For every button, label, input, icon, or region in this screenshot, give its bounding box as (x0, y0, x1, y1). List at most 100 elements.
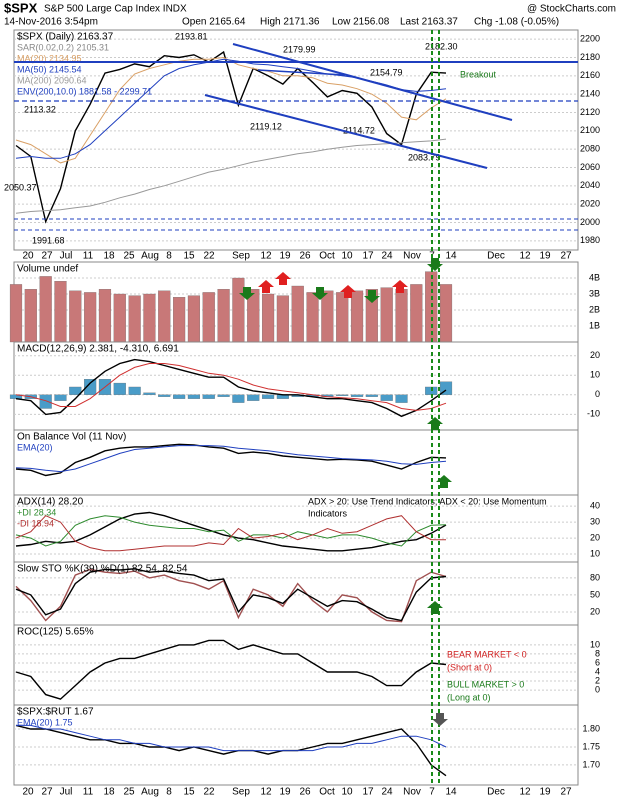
arrow (340, 285, 356, 298)
x-tick-label: 15 (183, 787, 195, 798)
y-tick-label: 10 (590, 639, 600, 649)
annotation: Indicators (308, 508, 348, 518)
x-tick-label: 8 (166, 251, 172, 262)
open: Open 2165.64 (182, 17, 246, 28)
line (15, 515, 447, 552)
x-tick-label: 12 (260, 787, 272, 798)
line (15, 724, 447, 777)
x-tick-label: 19 (539, 787, 551, 798)
bar (291, 285, 304, 343)
annotation: 2182.30 (425, 41, 458, 51)
triangle (257, 69, 346, 76)
annotation: 2193.81 (175, 31, 208, 41)
bar (39, 394, 52, 409)
legend-entry: MA(20) 2134.95 (17, 53, 82, 63)
bar (350, 394, 364, 397)
line (15, 568, 447, 622)
x-tick-label: Aug (141, 251, 159, 262)
x-tick-label: 22 (203, 251, 215, 262)
line (15, 363, 447, 411)
x-tick-label: 8 (166, 787, 172, 798)
arrow (436, 475, 452, 488)
bar (24, 289, 37, 343)
panel-title: ADX(14) 28.20 (17, 497, 84, 508)
legend-entry: MA(50) 2145.54 (17, 64, 82, 74)
bar (410, 284, 423, 343)
bar (158, 290, 171, 343)
bar (395, 394, 408, 403)
annotation: ADX > 20: Use Trend Indicators; ADX < 20… (308, 496, 547, 506)
x-tick-label: 14 (445, 251, 457, 262)
annotation: 2179.99 (283, 44, 316, 54)
y-tick-label: 1B (589, 320, 600, 330)
panel-frame (13, 624, 579, 706)
bar (261, 394, 275, 399)
upper-channel (232, 43, 513, 121)
bar (202, 292, 215, 343)
y-tick-label: 10 (590, 548, 600, 558)
arrow (275, 272, 291, 285)
x-tick-label: 19 (279, 251, 291, 262)
bar (306, 292, 319, 343)
annotation: 2113.32 (24, 104, 56, 114)
legend-entry: SAR(0.02,0.2) 2105.31 (17, 42, 109, 52)
x-tick-label: Oct (319, 251, 335, 262)
panel-frame (13, 29, 579, 251)
x-tick-label: 12 (519, 787, 531, 798)
y-tick-label: 2040 (580, 180, 600, 190)
x-tick-label: 25 (123, 787, 135, 798)
y-tick-label: 2100 (580, 125, 600, 135)
bar (336, 394, 349, 396)
y-tick-label: 0 (595, 389, 600, 399)
line (15, 138, 447, 214)
arrow (432, 713, 448, 726)
bar (217, 289, 230, 343)
arrow (427, 417, 443, 430)
line (15, 568, 447, 623)
annotation: (Long at 0) (447, 692, 491, 702)
x-tick-label: Aug (141, 787, 159, 798)
x-tick-label: 11 (83, 787, 94, 798)
y-tick-label: 2020 (580, 199, 600, 209)
x-tick-label: 22 (203, 787, 215, 798)
high: High 2171.36 (260, 17, 320, 28)
legend-entry: -DI 18.94 (17, 518, 54, 528)
credit: @ StockCharts.com (527, 4, 616, 15)
panel-frame (13, 704, 579, 786)
panel-title: Slow STO %K(39) %D(1) 82.54, 82.54 (17, 564, 188, 575)
index-name: S&P 500 Large Cap Index INDX (44, 4, 187, 15)
panel-title: On Balance Vol (11 Nov) (17, 432, 126, 443)
y-tick-label: 2000 (580, 217, 600, 227)
x-tick-label: Sep (232, 251, 250, 262)
x-tick-label: 27 (41, 787, 53, 798)
panel-title: MACD(12,26,9) 2.381, -4.310, 6.691 (17, 344, 179, 355)
bar (113, 382, 126, 395)
y-tick-label: 2200 (580, 34, 600, 44)
x-tick-label: Dec (487, 251, 505, 262)
y-tick-label: 2 (595, 675, 600, 685)
y-tick-label: 40 (590, 501, 600, 511)
line (15, 511, 447, 552)
x-tick-label: Dec (487, 787, 505, 798)
y-tick-label: 20 (590, 350, 600, 360)
arrows (239, 258, 452, 726)
x-tick-label: Oct (319, 787, 335, 798)
y-tick-label: 1.70 (582, 759, 600, 769)
y-tick-label: 8 (595, 648, 600, 658)
panel-title: $SPX (Daily) 2163.37 (17, 32, 114, 43)
annotation: 2050.37 (4, 182, 37, 192)
line (16, 724, 447, 752)
legend-entry: ENV(200,10.0) 1881.58 - 2299.71 (17, 86, 152, 96)
bar (261, 293, 275, 343)
y-tick-label: 2140 (580, 89, 600, 99)
x-tick-label: 14 (445, 787, 457, 798)
x-tick-label: 27 (560, 251, 572, 262)
bar (439, 284, 453, 343)
y-tick-label: 3B (589, 288, 600, 298)
panel-title: $SPX:$RUT 1.67 (17, 707, 94, 718)
bar (173, 394, 186, 399)
y-tick-label: 1.80 (582, 723, 600, 733)
annotation: 2114.72 (343, 125, 375, 135)
y-tick-label: 1.75 (582, 741, 600, 751)
bar (276, 295, 289, 343)
